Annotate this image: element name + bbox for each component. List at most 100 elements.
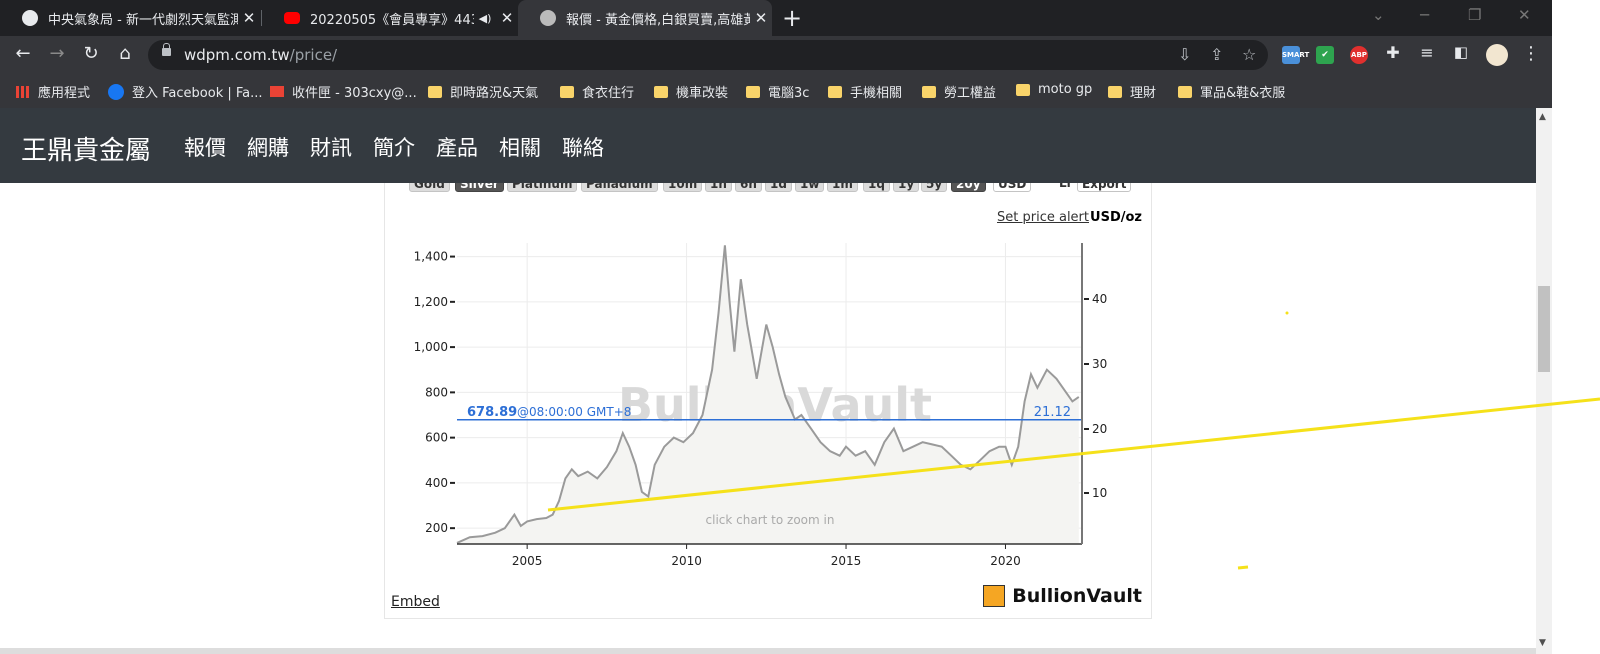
x-tick-label: 2005 [512, 554, 543, 568]
tab-title: 中央氣象局 - 新一代劇烈天氣監測 [48, 12, 238, 28]
nav-related[interactable]: 相關 [499, 136, 541, 160]
bookmark-label: 軍品&鞋&衣服 [1200, 86, 1286, 101]
bookmark-label: 即時路況&天氣 [450, 86, 539, 101]
nav-contact[interactable]: 聯絡 [562, 136, 604, 160]
y-right-tick-label: 40 [1092, 292, 1107, 306]
tab-divider [261, 10, 262, 26]
bullionvault-logo[interactable]: BullionVault [983, 585, 1142, 607]
x-tick-label: 2010 [671, 554, 702, 568]
restore-button[interactable]: ❐ [1468, 6, 1482, 24]
close-tab-icon[interactable]: ✕ [754, 9, 768, 27]
facebook-icon [108, 83, 124, 100]
tab-strip: 中央氣象局 - 新一代劇烈天氣監測 ✕ 20220505《會員專享》443 ◀)… [0, 0, 1552, 36]
scrollbar-thumb[interactable] [1538, 286, 1550, 372]
tab-weather[interactable]: 中央氣象局 - 新一代劇烈天氣監測 ✕ [0, 0, 260, 36]
folder-icon [654, 85, 668, 98]
minimize-button[interactable]: ─ [1420, 6, 1430, 24]
nav-about[interactable]: 簡介 [373, 136, 415, 160]
install-app-icon[interactable]: ⇩ [1178, 45, 1192, 64]
bookmark-folder[interactable]: moto gp [1016, 82, 1092, 97]
extensions-puzzle-icon[interactable]: ✚ [1386, 43, 1400, 62]
bookmark-folder[interactable]: 即時路況&天氣 [428, 82, 538, 101]
tab-youtube[interactable]: 20220505《會員專享》443 ◀) ✕ [262, 0, 518, 36]
price-line-chart[interactable]: BullionVault 678.89 @08:00:00 GMT+8 21.1… [385, 183, 1151, 583]
bookmark-label: moto gp [1038, 82, 1093, 97]
reading-list-icon[interactable]: ≡ [1420, 43, 1434, 62]
folder-icon [1108, 85, 1122, 98]
smart-extension-icon[interactable]: SMART [1282, 46, 1309, 64]
nav-shop[interactable]: 網購 [247, 136, 289, 160]
bookmark-star-icon[interactable]: ☆ [1242, 45, 1257, 64]
bookmark-apps[interactable]: 應用程式 [16, 82, 90, 101]
close-tab-icon[interactable]: ✕ [242, 9, 256, 27]
close-tab-icon[interactable]: ✕ [500, 9, 514, 27]
bookmark-folder[interactable]: 電腦3c [746, 82, 809, 101]
tab-wdpm-price[interactable]: 報價 - 黃金價格,白銀買賣,高雄黃 ✕ [518, 0, 772, 36]
bookmark-folder[interactable]: 手機相關 [828, 82, 902, 101]
price-chart-widget: Gold Silver Platinum Palladium 10m 1h 6h… [384, 174, 1152, 619]
reload-button[interactable]: ↻ [83, 43, 99, 64]
share-icon[interactable]: ⇪ [1210, 45, 1224, 64]
x-tick-label: 2015 [831, 554, 862, 568]
bookmark-label: 勞工權益 [944, 86, 997, 101]
yellow-stray-dot [1285, 311, 1289, 315]
address-bar[interactable]: wdpm.com.tw/price/ ⇩ ⇪ ☆ [148, 40, 1268, 70]
y-left-tick-label: 1,200 [414, 295, 448, 309]
url-text[interactable]: wdpm.com.tw/price/ [184, 46, 338, 64]
current-price-label: 678.89 [467, 405, 517, 420]
scroll-up-arrow-icon[interactable]: ▲ [1539, 112, 1546, 122]
profile-avatar[interactable] [1486, 44, 1508, 66]
lock-icon [162, 43, 171, 56]
forward-button[interactable]: → [49, 43, 65, 64]
menu-kebab-icon[interactable]: ⋮ [1522, 43, 1540, 64]
adblock-extension-icon[interactable]: ABP [1350, 46, 1368, 64]
set-price-alert-link[interactable]: Set price alert [997, 210, 1089, 225]
nav-products[interactable]: 產品 [436, 136, 478, 160]
currency-truncated-label: Li [1059, 176, 1071, 190]
y-right-tick-label: 10 [1092, 486, 1107, 500]
page-scrollbar[interactable]: ▲ ▼ [1536, 108, 1552, 654]
page-bottom-strip [0, 648, 1536, 654]
y-left-tick-label: 1,000 [414, 340, 448, 354]
bookmark-folder[interactable]: 理財 [1108, 82, 1156, 101]
home-button[interactable]: ⌂ [119, 43, 131, 64]
bookmark-gmail[interactable]: 收件匣 - 303cxy@... [270, 82, 417, 101]
scroll-down-arrow-icon[interactable]: ▼ [1539, 638, 1546, 648]
bookmark-folder[interactable]: 機車改裝 [654, 82, 728, 101]
nav-price[interactable]: 報價 [184, 136, 226, 160]
bookmark-label: 手機相關 [850, 86, 903, 101]
y-left-tick-label: 200 [425, 521, 448, 535]
embed-link[interactable]: Embed [391, 594, 440, 610]
tab-search-icon[interactable]: ⌄ [1372, 6, 1385, 24]
bookmark-facebook[interactable]: 登入 Facebook | Fa... [108, 82, 263, 101]
close-window-button[interactable]: ✕ [1518, 6, 1531, 24]
tab-title: 20220505《會員專享》443 [310, 12, 474, 28]
logo-text: BullionVault [1012, 585, 1142, 607]
folder-icon [1178, 85, 1192, 98]
bookmark-folder[interactable]: 食衣住行 [560, 82, 634, 101]
folder-icon [560, 85, 574, 98]
side-panel-icon[interactable]: ◧ [1453, 43, 1469, 61]
unit-label: USD/oz [1090, 210, 1142, 225]
zoom-hint-text: click chart to zoom in [706, 513, 835, 527]
folder-icon [922, 85, 936, 98]
current-time-label: @08:00:00 GMT+8 [517, 405, 631, 419]
folder-icon [746, 85, 760, 98]
tab-title: 報價 - 黃金價格,白銀買賣,高雄黃 [566, 12, 750, 28]
shield-extension-icon[interactable]: ✔ [1316, 46, 1334, 64]
x-tick-label: 2020 [990, 554, 1021, 568]
bookmark-folder[interactable]: 軍品&鞋&衣服 [1178, 82, 1285, 101]
new-tab-button[interactable]: + [782, 4, 803, 32]
nav-news[interactable]: 財訊 [310, 136, 352, 160]
y-right-tick-label: 30 [1092, 357, 1107, 371]
bookmark-label: 食衣住行 [582, 86, 635, 101]
site-icon [540, 10, 556, 26]
youtube-icon [284, 12, 300, 24]
back-button[interactable]: ← [15, 43, 31, 64]
bookmark-folder[interactable]: 勞工權益 [922, 82, 996, 101]
y-left-tick-label: 400 [425, 476, 448, 490]
site-brand[interactable]: 王鼎貴金屬 [21, 136, 152, 166]
speaker-icon[interactable]: ◀) [478, 11, 492, 25]
current-right-label: 21.12 [1034, 405, 1071, 420]
y-left-tick-label: 600 [425, 431, 448, 445]
